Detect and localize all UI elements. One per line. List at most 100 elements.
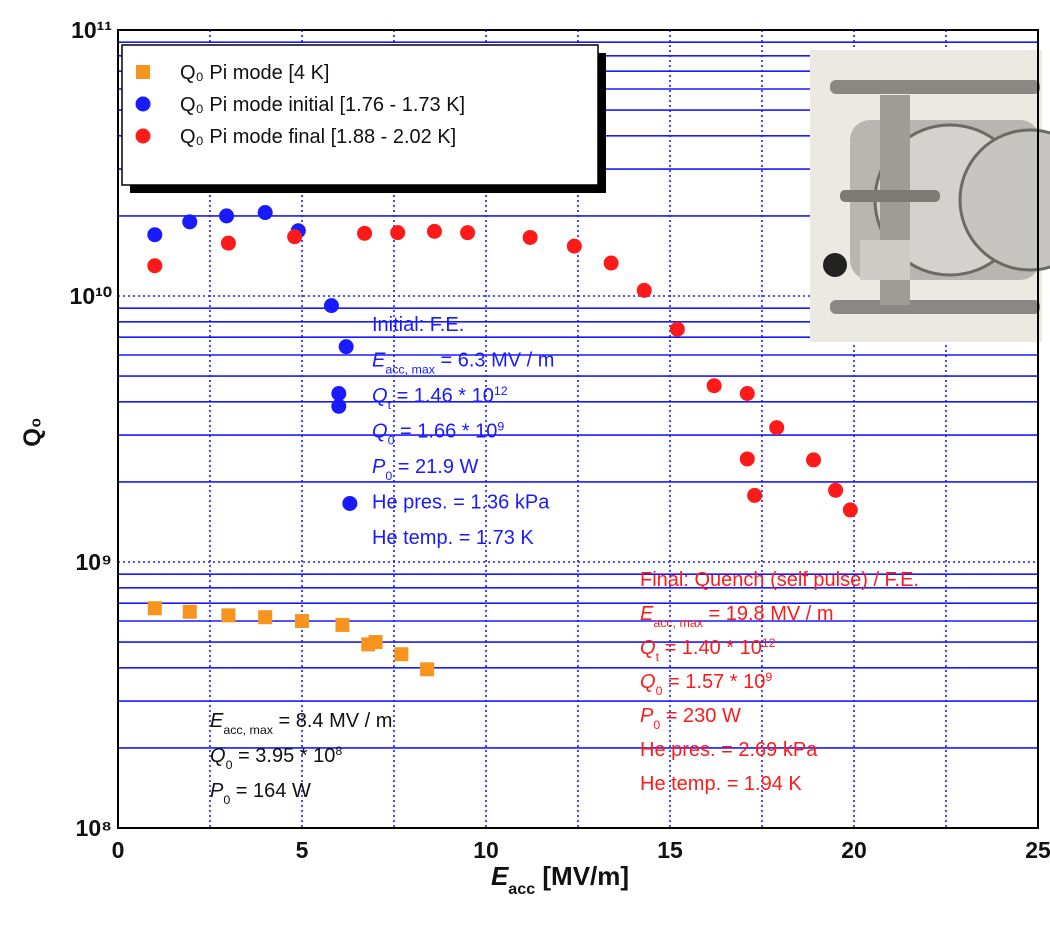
data-point bbox=[420, 662, 435, 677]
text-segment: E bbox=[372, 350, 386, 372]
data-point bbox=[739, 385, 755, 401]
data-point bbox=[636, 282, 652, 298]
text-segment: = 164 W bbox=[230, 780, 311, 802]
legend-box bbox=[121, 44, 599, 186]
text-segment: 9 bbox=[497, 420, 504, 434]
data-point bbox=[221, 608, 236, 623]
text-segment: = 8.4 MV / m bbox=[273, 710, 392, 732]
text-segment: He pres. = 2.69 kPa bbox=[640, 739, 818, 761]
text-segment: Q bbox=[372, 385, 388, 407]
data-point bbox=[747, 487, 763, 503]
data-point bbox=[368, 635, 383, 650]
text-segment: 8 bbox=[335, 744, 342, 758]
data-point bbox=[806, 452, 822, 468]
legend-label: Q₀ Pi mode final [1.88 - 2.02 K] bbox=[180, 126, 456, 148]
text-segment: = 19.8 MV / m bbox=[703, 603, 834, 625]
text-segment: E bbox=[491, 861, 509, 891]
data-point bbox=[147, 601, 162, 616]
text-segment: Q bbox=[210, 745, 226, 767]
text-segment: = 1.66 * 10 bbox=[394, 421, 497, 443]
photo bbox=[810, 50, 1050, 342]
data-point bbox=[295, 614, 309, 629]
y-tick-label: 10⁹ bbox=[76, 549, 113, 575]
text-segment: He temp. = 1.73 K bbox=[372, 527, 534, 549]
text-segment: 0 bbox=[656, 684, 663, 698]
data-point bbox=[335, 617, 350, 632]
data-point bbox=[147, 227, 163, 243]
text-segment: = 21.9 W bbox=[392, 456, 478, 478]
legend-label: Q₀ Pi mode initial [1.76 - 1.73 K] bbox=[180, 94, 465, 116]
data-point bbox=[147, 258, 163, 274]
annotation-line: He pres. = 2.69 kPa bbox=[640, 739, 818, 761]
text-segment: 0 bbox=[223, 793, 230, 807]
text-segment: 0 bbox=[385, 469, 392, 483]
text-segment: [MV/m] bbox=[535, 861, 629, 891]
text-segment: acc bbox=[508, 880, 535, 898]
text-segment: = 230 W bbox=[660, 705, 741, 727]
text-segment: E bbox=[640, 603, 654, 625]
data-point bbox=[426, 223, 442, 239]
y-axis-label: Q₀ bbox=[19, 417, 46, 446]
data-point bbox=[323, 298, 339, 314]
annotation-line: Qt = 1.46 * 1012 bbox=[372, 384, 508, 412]
x-tick-label: 5 bbox=[296, 837, 309, 863]
data-point bbox=[522, 229, 538, 245]
annotation-line: P0 = 164 W bbox=[210, 780, 311, 807]
annotation-line: He temp. = 1.94 K bbox=[640, 773, 802, 795]
annotation-line: Q0 = 1.57 * 109 bbox=[640, 670, 772, 698]
annotation-line: P0 = 21.9 W bbox=[372, 456, 479, 483]
x-tick-label: 10 bbox=[473, 837, 499, 863]
text-segment: t bbox=[388, 398, 392, 412]
legend-label: Q₀ Pi mode [4 K] bbox=[180, 62, 329, 84]
x-tick-label: 25 bbox=[1025, 837, 1050, 863]
text-segment: Initial: F.E. bbox=[372, 314, 464, 336]
text-segment: He temp. = 1.94 K bbox=[640, 773, 802, 795]
text-segment: 9 bbox=[765, 670, 772, 684]
data-point bbox=[257, 205, 273, 221]
y-tick-label: 10¹¹ bbox=[71, 17, 112, 43]
text-segment: Q bbox=[640, 637, 656, 659]
text-segment: = 6.3 MV / m bbox=[435, 350, 554, 372]
x-tick-label: 15 bbox=[657, 837, 683, 863]
data-point bbox=[739, 451, 755, 467]
x-axis-label: Eacc [MV/m] bbox=[491, 861, 629, 898]
data-point bbox=[390, 225, 406, 241]
data-point bbox=[603, 255, 619, 271]
legend-marker bbox=[135, 96, 151, 112]
text-segment: 0 bbox=[226, 758, 233, 772]
legend-marker bbox=[136, 65, 150, 79]
annotation-line: He pres. = 1.36 kPa bbox=[372, 492, 550, 514]
annotation-line: Final: Quench (self pulse) / F.E. bbox=[640, 569, 919, 591]
text-segment: 12 bbox=[494, 384, 508, 398]
legend-marker bbox=[135, 128, 151, 144]
annotation-line: Initial: F.E. bbox=[372, 314, 464, 336]
data-point bbox=[769, 420, 785, 436]
text-segment: acc, max bbox=[223, 723, 273, 737]
annotation-line: Eacc, max = 8.4 MV / m bbox=[210, 710, 392, 737]
data-point bbox=[828, 482, 844, 498]
text-segment: P bbox=[210, 780, 224, 802]
data-point bbox=[342, 495, 358, 511]
plot-frame bbox=[117, 29, 1039, 829]
data-point bbox=[182, 214, 198, 230]
text-segment: P bbox=[372, 456, 386, 478]
text-segment: acc, max bbox=[385, 363, 435, 377]
legend: Q₀ Pi mode [4 K] Q₀ Pi mode initial [1.76… bbox=[121, 44, 606, 193]
x-tick-label: 20 bbox=[841, 837, 867, 863]
data-point bbox=[331, 385, 347, 401]
annotation-line: Qt = 1.40 * 1012 bbox=[640, 636, 776, 664]
text-segment: 0 bbox=[388, 434, 395, 448]
text-segment: 0 bbox=[653, 718, 660, 732]
text-segment: = 1.46 * 10 bbox=[391, 385, 494, 407]
annotation-line: Eacc, max = 19.8 MV / m bbox=[640, 603, 834, 630]
text-segment: Q bbox=[372, 421, 388, 443]
data-point bbox=[287, 229, 303, 245]
data-point bbox=[706, 378, 722, 394]
text-segment: Q bbox=[640, 671, 656, 693]
data-point bbox=[258, 610, 273, 625]
y-tick-label: 10¹⁰ bbox=[70, 283, 112, 309]
annotation-line: Q0 = 3.95 * 108 bbox=[210, 744, 342, 772]
text-segment: Final: Quench (self pulse) / F.E. bbox=[640, 569, 919, 591]
annotation-line: He temp. = 1.73 K bbox=[372, 527, 534, 549]
